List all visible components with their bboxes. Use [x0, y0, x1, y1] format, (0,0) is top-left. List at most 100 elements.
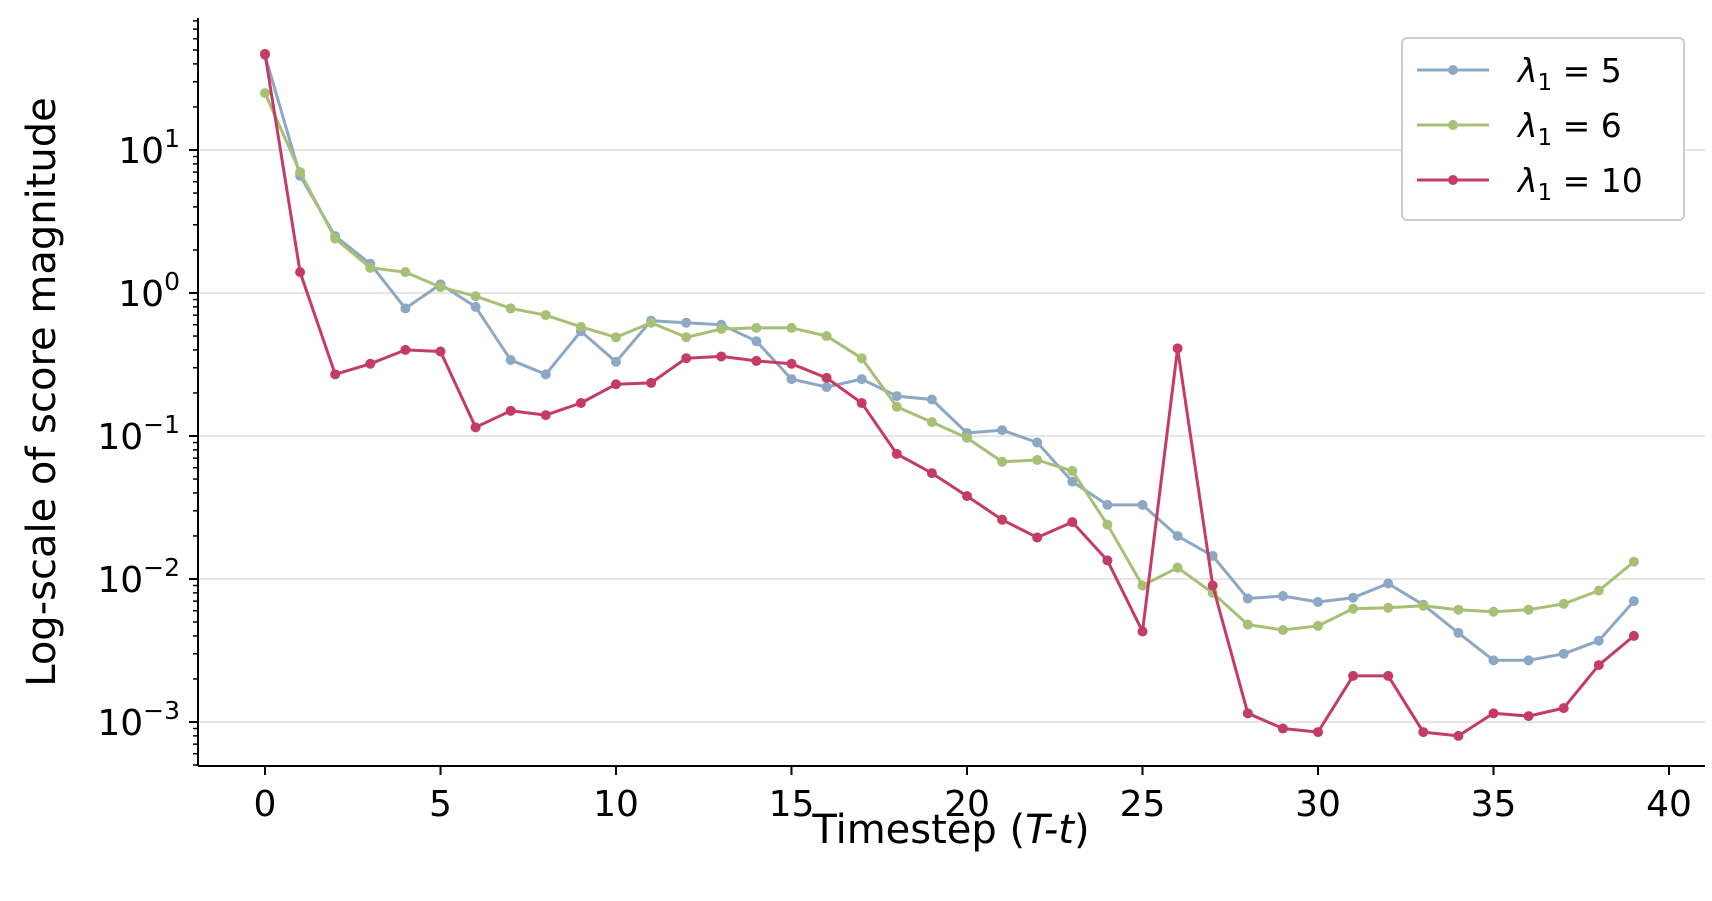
data-point — [1313, 597, 1323, 608]
legend-item: λ1 = 5 — [1417, 51, 1622, 96]
y-tick-label: 101 — [118, 124, 180, 172]
legend: λ1 = 5λ1 = 6λ1 = 10 — [1401, 37, 1685, 221]
data-point — [716, 351, 727, 362]
data-point — [1277, 723, 1288, 734]
data-point — [891, 401, 902, 412]
data-point — [295, 167, 306, 178]
data-point — [1488, 655, 1499, 666]
legend-label-value: = 5 — [1552, 51, 1622, 90]
data-point — [1242, 619, 1253, 630]
data-point — [681, 353, 692, 364]
data-point — [295, 267, 306, 278]
data-point — [611, 332, 621, 343]
data-point — [1523, 655, 1534, 666]
axes — [197, 18, 1705, 767]
x-tick-label: 25 — [1120, 784, 1166, 825]
data-point — [821, 372, 832, 383]
data-point — [1032, 532, 1043, 543]
data-point — [470, 291, 481, 302]
data-point — [856, 398, 867, 409]
x-tick-label: 20 — [944, 784, 990, 825]
data-point — [1137, 499, 1148, 510]
series-3 — [260, 48, 1639, 741]
data-point — [435, 346, 446, 357]
data-point — [821, 331, 832, 342]
legend-label-symbol: λ — [1516, 51, 1538, 90]
data-point — [1558, 648, 1569, 659]
y-tick-label: 100 — [118, 267, 180, 315]
series-lines — [260, 48, 1639, 741]
data-point — [1067, 476, 1078, 487]
legend-label-symbol: λ — [1516, 161, 1538, 200]
data-point — [751, 355, 762, 366]
data-point — [1593, 635, 1604, 646]
data-point — [926, 468, 937, 479]
legend-item: λ1 = 6 — [1417, 106, 1622, 151]
data-point — [751, 336, 762, 347]
data-point — [1383, 578, 1394, 589]
legend-box — [1401, 37, 1685, 221]
data-point — [1523, 604, 1534, 615]
data-point — [1628, 556, 1639, 567]
data-point — [1593, 660, 1604, 671]
series-line — [263, 54, 1636, 662]
data-point — [1242, 708, 1253, 719]
data-point — [1032, 454, 1043, 465]
y-tick-label: 10−1 — [97, 410, 180, 458]
data-point — [891, 448, 902, 459]
data-point — [365, 358, 376, 369]
y-tick-base: 10 — [97, 417, 143, 458]
x-tick-label: 40 — [1646, 784, 1692, 825]
data-point — [962, 491, 972, 502]
x-tick-label: 35 — [1471, 784, 1517, 825]
y-tick-base: 10 — [118, 131, 164, 172]
legend-swatch-marker — [1448, 65, 1458, 75]
data-point — [1207, 580, 1218, 591]
x-axis-title-prefix: Timestep ( — [811, 807, 1025, 853]
legend-label: λ1 = 10 — [1516, 161, 1643, 206]
data-point — [330, 369, 341, 380]
data-point — [646, 377, 657, 388]
data-point — [1102, 519, 1113, 530]
data-point — [786, 322, 797, 333]
data-point — [400, 344, 411, 355]
data-point — [856, 374, 867, 385]
data-point — [1242, 593, 1253, 604]
data-point — [1418, 727, 1429, 738]
data-point — [1102, 555, 1113, 566]
data-point — [1453, 604, 1464, 615]
data-point — [786, 358, 797, 369]
legend-label-value: = 10 — [1552, 161, 1643, 200]
x-tick-label: 15 — [769, 784, 815, 825]
data-point — [1277, 624, 1288, 635]
data-point — [611, 379, 621, 390]
legend-swatch-marker — [1448, 120, 1458, 130]
data-point — [540, 410, 551, 421]
data-point — [681, 317, 692, 328]
data-point — [400, 267, 411, 278]
y-tick-label: 10−3 — [97, 696, 180, 744]
data-point — [540, 369, 551, 380]
data-point — [1313, 620, 1323, 631]
legend-label-subscript: 1 — [1538, 125, 1553, 151]
data-point — [1172, 562, 1183, 573]
data-point — [962, 432, 972, 443]
data-point — [1628, 596, 1639, 607]
legend-label-symbol: λ — [1516, 106, 1538, 145]
data-point — [1067, 465, 1078, 476]
data-point — [821, 382, 832, 393]
data-point — [365, 262, 376, 273]
legend-swatch-marker — [1448, 175, 1458, 185]
data-point — [891, 391, 902, 402]
y-tick-label: 10−2 — [97, 553, 180, 601]
y-tick-base: 10 — [118, 274, 164, 315]
data-point — [1102, 499, 1113, 510]
data-point — [575, 321, 586, 332]
data-point — [1418, 600, 1429, 611]
data-point — [260, 48, 270, 59]
data-point — [646, 317, 657, 328]
data-point — [1558, 703, 1569, 714]
data-point — [1453, 730, 1464, 741]
